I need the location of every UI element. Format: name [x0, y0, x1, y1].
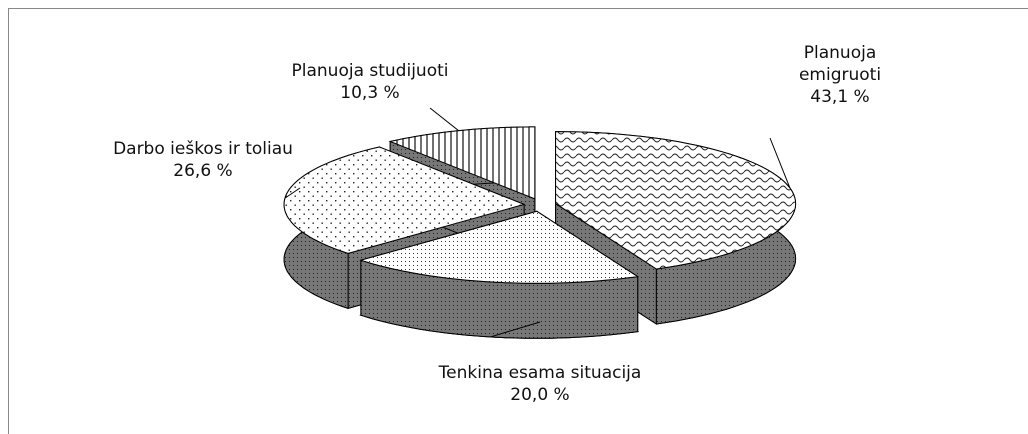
category-name: Darbo ieškos ir toliau	[113, 139, 293, 159]
slice-label: Darbo ieškos ir toliau 26,6 %	[108, 138, 298, 182]
slice-label: Planuoja studijuoti 10,3 %	[270, 60, 470, 104]
category-name: Planuoja studijuoti	[291, 61, 449, 81]
slice-label: Planuoja emigruoti 43,1 %	[785, 42, 895, 108]
slice-label: Tenkina esama situacija 20,0 %	[400, 362, 680, 406]
category-name: Tenkina esama situacija	[438, 363, 642, 383]
value-label: 20,0 %	[510, 385, 570, 405]
leader-line	[429, 107, 459, 132]
slice-top	[388, 126, 536, 200]
value-label: 43,1 %	[810, 87, 870, 107]
leader-line	[769, 137, 791, 189]
leader-line	[284, 187, 301, 199]
value-label: 10,3 %	[340, 83, 400, 103]
leader-line	[490, 321, 541, 338]
value-label: 26,6 %	[173, 161, 233, 181]
category-name: Planuoja emigruoti	[798, 43, 882, 85]
slice	[359, 210, 640, 339]
slice-top	[359, 210, 640, 284]
frame	[8, 8, 1028, 434]
